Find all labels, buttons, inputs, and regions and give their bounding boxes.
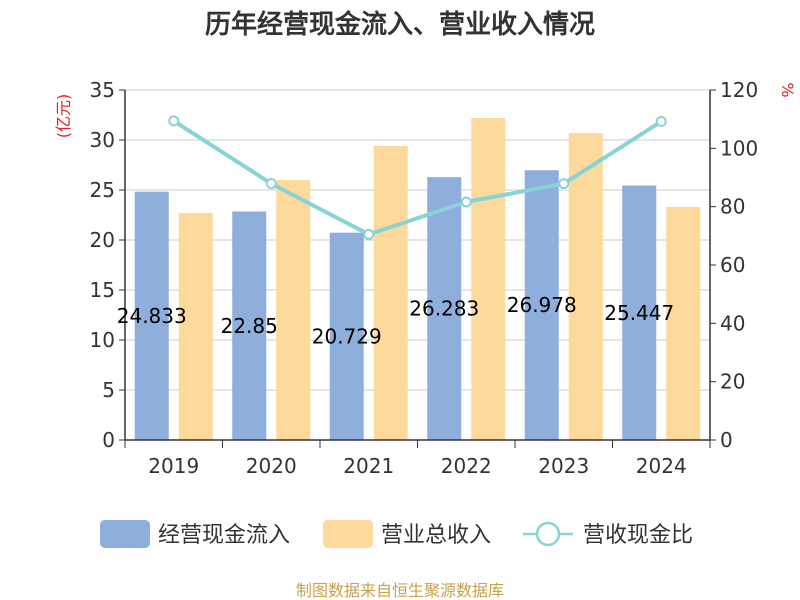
axes-layer: 0 5 10 15 20 25 30 35 0 20 40 60 80 100 120 2019 2020 202…: [54, 78, 797, 478]
data-label: 26.978: [507, 293, 577, 317]
left-tick-label: 35: [90, 78, 115, 102]
line-point: [265, 178, 277, 190]
legend-marker: [535, 521, 561, 547]
x-tick-label: 2024: [636, 454, 687, 478]
legend-swatch: [323, 520, 373, 548]
data-label: 26.283: [409, 297, 479, 321]
left-tick-label: 10: [90, 328, 115, 352]
bar-revenue: [471, 118, 506, 440]
grid-lines: [125, 89, 710, 391]
legend-item[interactable]: 经营现金流入: [100, 520, 290, 548]
left-tick-label: 5: [102, 378, 115, 402]
legend-item[interactable]: 营收现金比: [523, 521, 693, 548]
bar-revenue: [666, 207, 701, 440]
left-tick-label: 0: [102, 428, 115, 452]
line-point: [363, 228, 375, 240]
bar-revenue: [178, 213, 213, 440]
legend-label: 营收现金比: [583, 523, 693, 548]
chart-title: 历年经营现金流入、营业收入情况: [205, 9, 595, 40]
right-tick-label: 0: [720, 428, 733, 452]
bar-cash-inflow: [427, 177, 462, 441]
legend-label: 经营现金流入: [158, 523, 290, 548]
data-label: 24.833: [117, 304, 187, 328]
bars-layer: [134, 118, 701, 441]
line-point: [558, 178, 570, 190]
right-axis-unit: %: [778, 82, 797, 97]
x-tick-label: 2019: [148, 454, 199, 478]
data-label: 20.729: [312, 324, 382, 348]
legend-label: 营业总收入: [381, 523, 491, 548]
x-tick-label: 2020: [246, 454, 297, 478]
bar-revenue: [568, 133, 603, 440]
line-ratio: [172, 119, 663, 237]
right-tick-label: 120: [720, 78, 758, 102]
right-tick-label: 40: [720, 311, 745, 335]
line-point: [460, 196, 472, 208]
legend-item[interactable]: 营业总收入: [323, 520, 491, 548]
right-tick-label: 20: [720, 370, 745, 394]
line-point: [655, 116, 667, 127]
bar-cash-inflow: [622, 185, 657, 440]
line-layer: [168, 115, 667, 240]
left-axis-unit: (亿元): [54, 94, 73, 139]
data-label: 22.85: [221, 314, 278, 338]
bar-revenue: [373, 146, 408, 440]
bar-cash-inflow: [134, 191, 169, 440]
x-tick-label: 2021: [343, 454, 394, 478]
legend[interactable]: 经营现金流入 营业总收入 营收现金比: [100, 520, 693, 548]
bar-cash-inflow: [329, 232, 364, 440]
x-tick-label: 2023: [538, 454, 589, 478]
left-tick-label: 20: [90, 228, 115, 252]
left-tick-label: 25: [90, 178, 115, 202]
right-tick-label: 100: [720, 136, 758, 160]
legend-swatch: [100, 520, 150, 548]
x-tick-label: 2022: [441, 454, 492, 478]
data-labels-layer: 24.833 22.85 20.729 26.283 26.978 25.447: [117, 293, 674, 348]
line-point: [168, 115, 180, 127]
bar-revenue: [276, 180, 311, 440]
data-label: 25.447: [604, 301, 674, 325]
right-tick-label: 60: [720, 253, 745, 277]
left-tick-label: 30: [90, 128, 115, 152]
bar-cash-inflow: [232, 211, 267, 440]
source-note: 制图数据来自恒生聚源数据库: [296, 581, 504, 600]
bar-cash-inflow: [524, 170, 559, 440]
right-tick-label: 80: [720, 195, 745, 219]
left-tick-label: 15: [90, 278, 115, 302]
